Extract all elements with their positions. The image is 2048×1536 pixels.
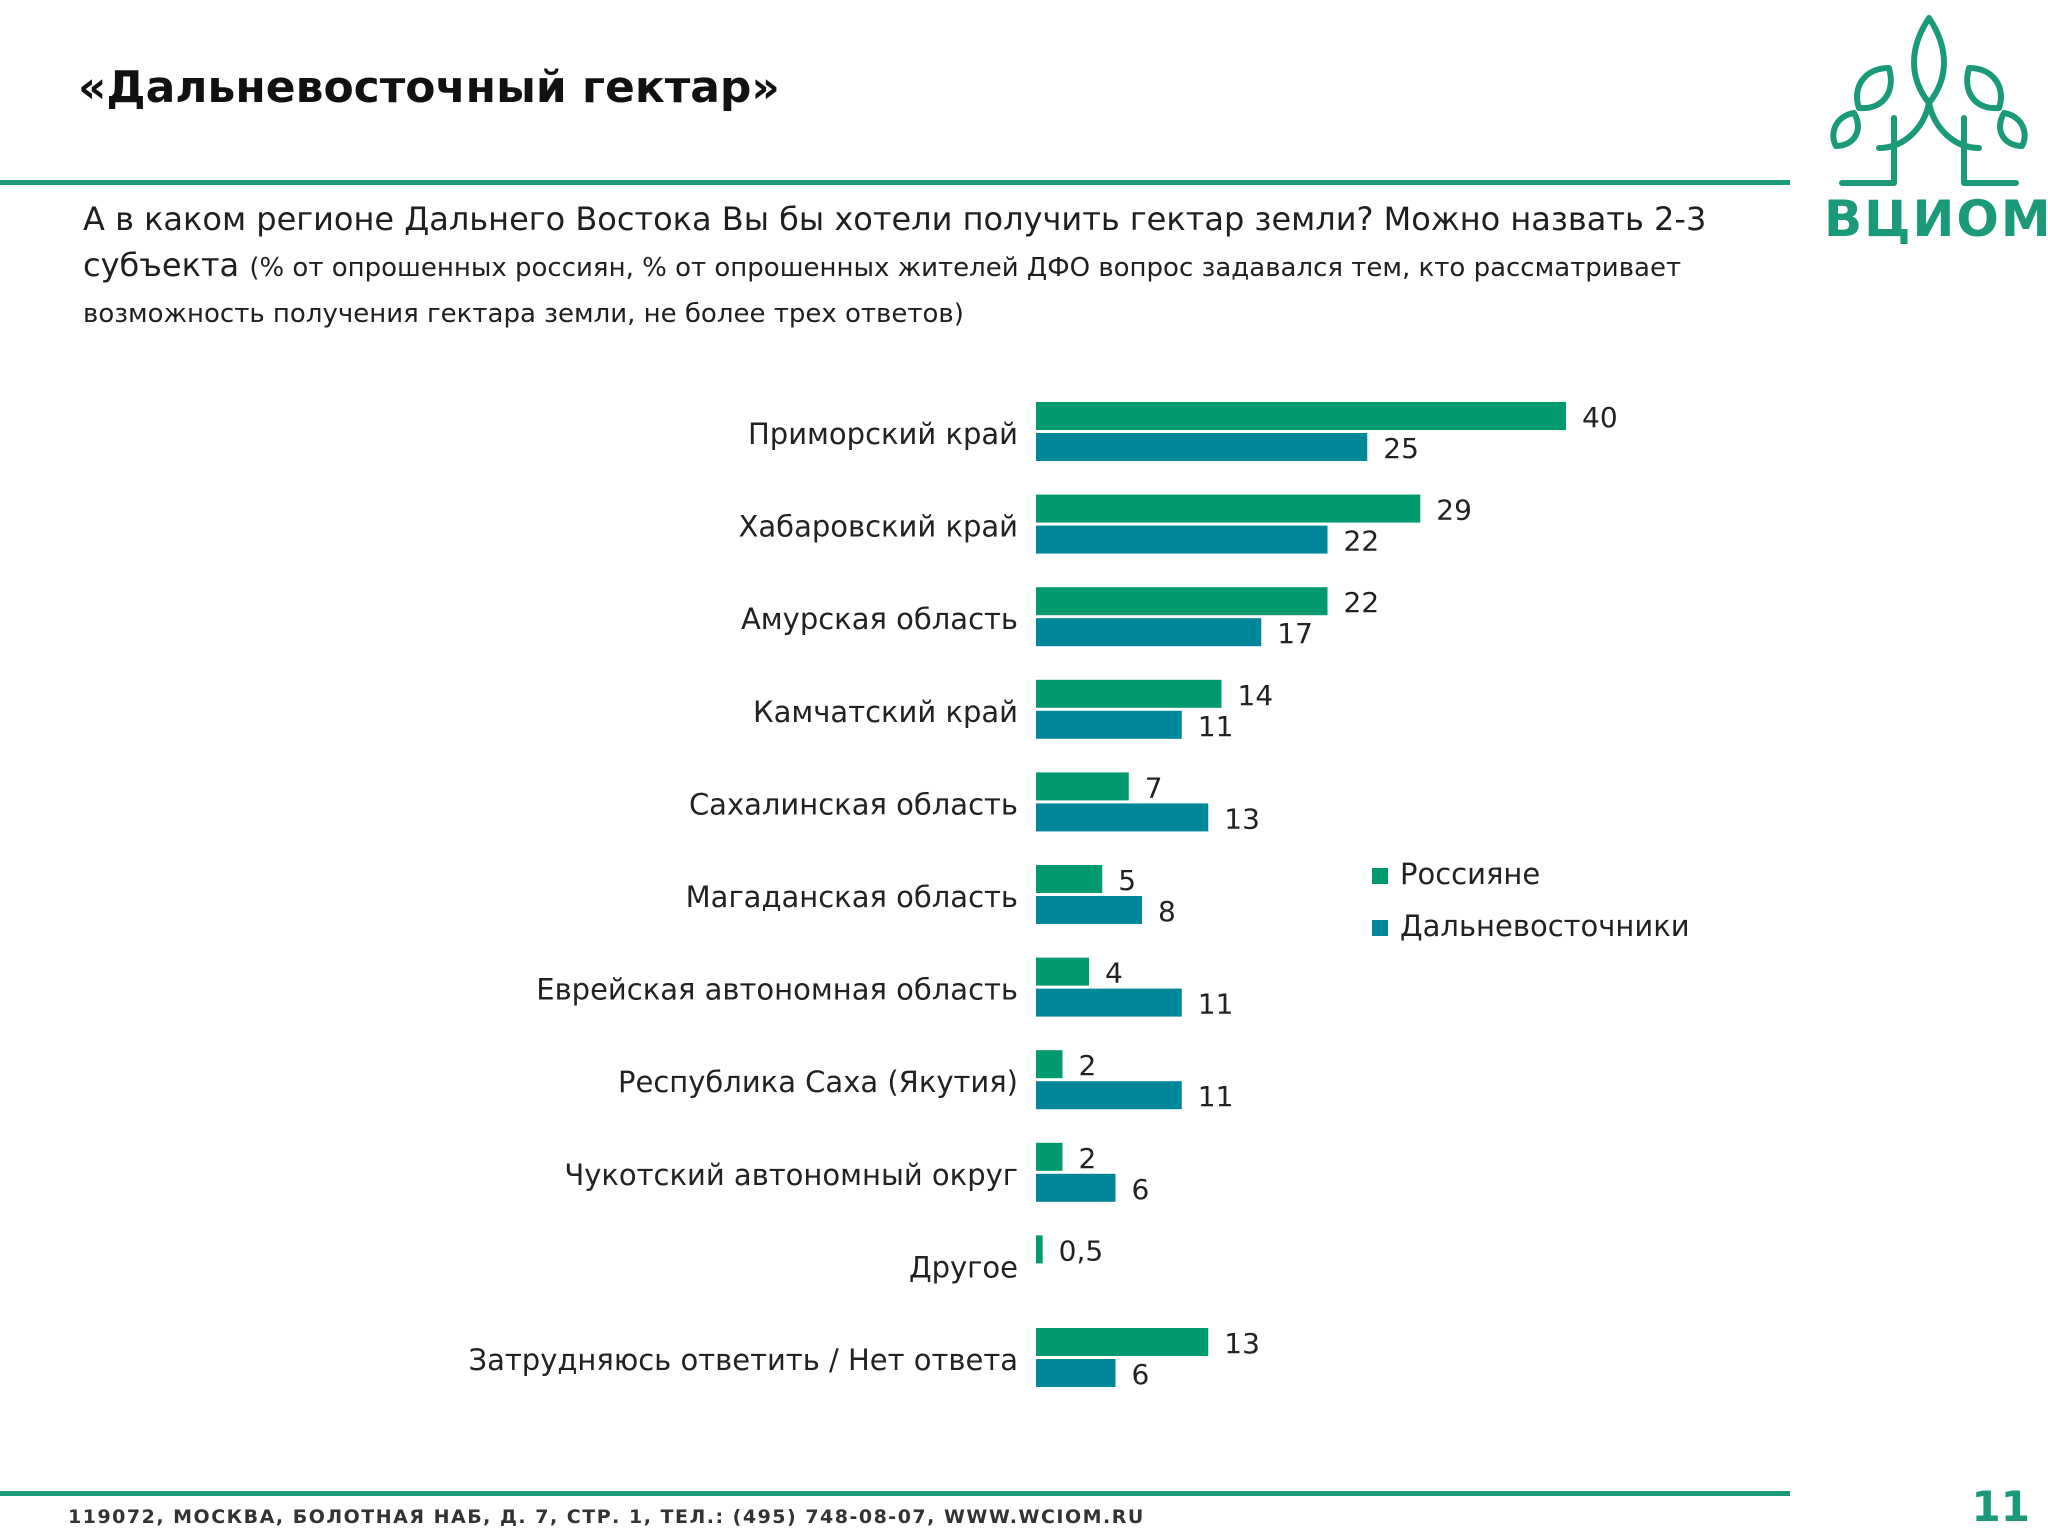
category-7-bar-series-2 — [1036, 988, 1182, 1017]
category-7-bar-series-1 — [1036, 957, 1089, 986]
bottom-divider — [0, 1491, 1790, 1496]
question-note: (% от опрошенных россиян, % от опрошенны… — [83, 253, 1682, 329]
category-10-bar-series-1 — [1036, 1235, 1043, 1264]
category-2-value-series-2: 22 — [1344, 525, 1380, 558]
category-8-value-series-2: 11 — [1198, 1080, 1234, 1113]
category-2-value-series-1: 29 — [1436, 494, 1472, 527]
category-3-value-series-2: 17 — [1277, 617, 1313, 650]
category-9-bar-series-2 — [1036, 1173, 1116, 1202]
tree-leaves-icon — [1830, 15, 2028, 186]
category-3-bar-series-2 — [1036, 618, 1262, 647]
category-6-value-series-2: 8 — [1158, 895, 1176, 928]
top-divider — [0, 180, 1790, 185]
category-8-bar-series-1 — [1036, 1050, 1063, 1079]
category-1-bar-series-1 — [1036, 402, 1566, 430]
category-6-label: Магаданская область — [686, 880, 1018, 914]
category-6-value-series-1: 5 — [1118, 864, 1136, 897]
category-9-bar-series-1 — [1036, 1142, 1063, 1171]
category-5-value-series-1: 7 — [1145, 771, 1163, 804]
category-5-bar-series-1 — [1036, 772, 1129, 801]
page-number: 11 — [1971, 1482, 2030, 1531]
footer-address: 119072, МОСКВА, БОЛОТНАЯ НАБ, Д. 7, СТР.… — [68, 1506, 1145, 1528]
category-9-value-series-2: 6 — [1132, 1173, 1150, 1206]
category-7-label: Еврейская автономная область — [536, 973, 1018, 1007]
question-main: А в каком регионе Дальнего Востока Вы бы… — [83, 200, 1707, 284]
category-8-label: Республика Саха (Якутия) — [618, 1065, 1018, 1099]
category-4-value-series-1: 14 — [1238, 679, 1274, 712]
category-2-bar-series-2 — [1036, 525, 1328, 554]
category-4-value-series-2: 11 — [1198, 710, 1234, 743]
category-11-bar-series-2 — [1036, 1359, 1116, 1387]
category-1-bar-series-2 — [1036, 433, 1368, 461]
category-2-label: Хабаровский край — [739, 510, 1018, 544]
category-11-value-series-1: 13 — [1224, 1327, 1260, 1360]
category-5-bar-series-2 — [1036, 803, 1209, 832]
category-5-label: Сахалинская область — [689, 787, 1018, 821]
category-10-label: Другое — [909, 1250, 1018, 1284]
category-4-label: Камчатский край — [753, 695, 1018, 729]
category-11-bar-series-1 — [1036, 1328, 1209, 1356]
slide-title: «Дальневосточный гектар» — [78, 62, 780, 113]
category-6-bar-series-1 — [1036, 865, 1103, 893]
category-6-bar-series-2 — [1036, 896, 1142, 924]
category-10-value-series-1: 0,5 — [1059, 1234, 1104, 1267]
category-1-value-series-2: 25 — [1383, 432, 1419, 465]
category-8-value-series-1: 2 — [1079, 1049, 1097, 1082]
legend-swatch-series-1 — [1372, 868, 1388, 884]
category-8-bar-series-2 — [1036, 1081, 1182, 1110]
survey-question: А в каком регионе Дальнего Востока Вы бы… — [83, 196, 1783, 334]
legend-swatch-series-2 — [1372, 920, 1388, 936]
category-5-value-series-2: 13 — [1224, 802, 1260, 835]
category-7-value-series-2: 11 — [1198, 988, 1234, 1021]
category-3-bar-series-1 — [1036, 587, 1328, 616]
category-3-label: Амурская область — [741, 602, 1018, 636]
category-4-bar-series-1 — [1036, 679, 1222, 708]
category-11-label: Затрудняюсь ответить / Нет ответа — [469, 1343, 1018, 1377]
category-2-bar-series-1 — [1036, 494, 1421, 523]
legend-label-series-2: Дальневосточники — [1400, 909, 1690, 943]
category-9-label: Чукотский автономный округ — [564, 1158, 1018, 1192]
category-3-value-series-1: 22 — [1344, 586, 1380, 619]
category-1-label: Приморский край — [748, 417, 1018, 451]
category-7-value-series-1: 4 — [1105, 957, 1123, 990]
category-9-value-series-1: 2 — [1079, 1142, 1097, 1175]
legend-label-series-1: Россияне — [1400, 857, 1540, 891]
category-4-bar-series-2 — [1036, 710, 1182, 739]
category-11-value-series-2: 6 — [1132, 1358, 1150, 1391]
logo-text: ВЦИОМ — [1824, 190, 2048, 248]
category-1-value-series-1: 40 — [1582, 401, 1618, 434]
